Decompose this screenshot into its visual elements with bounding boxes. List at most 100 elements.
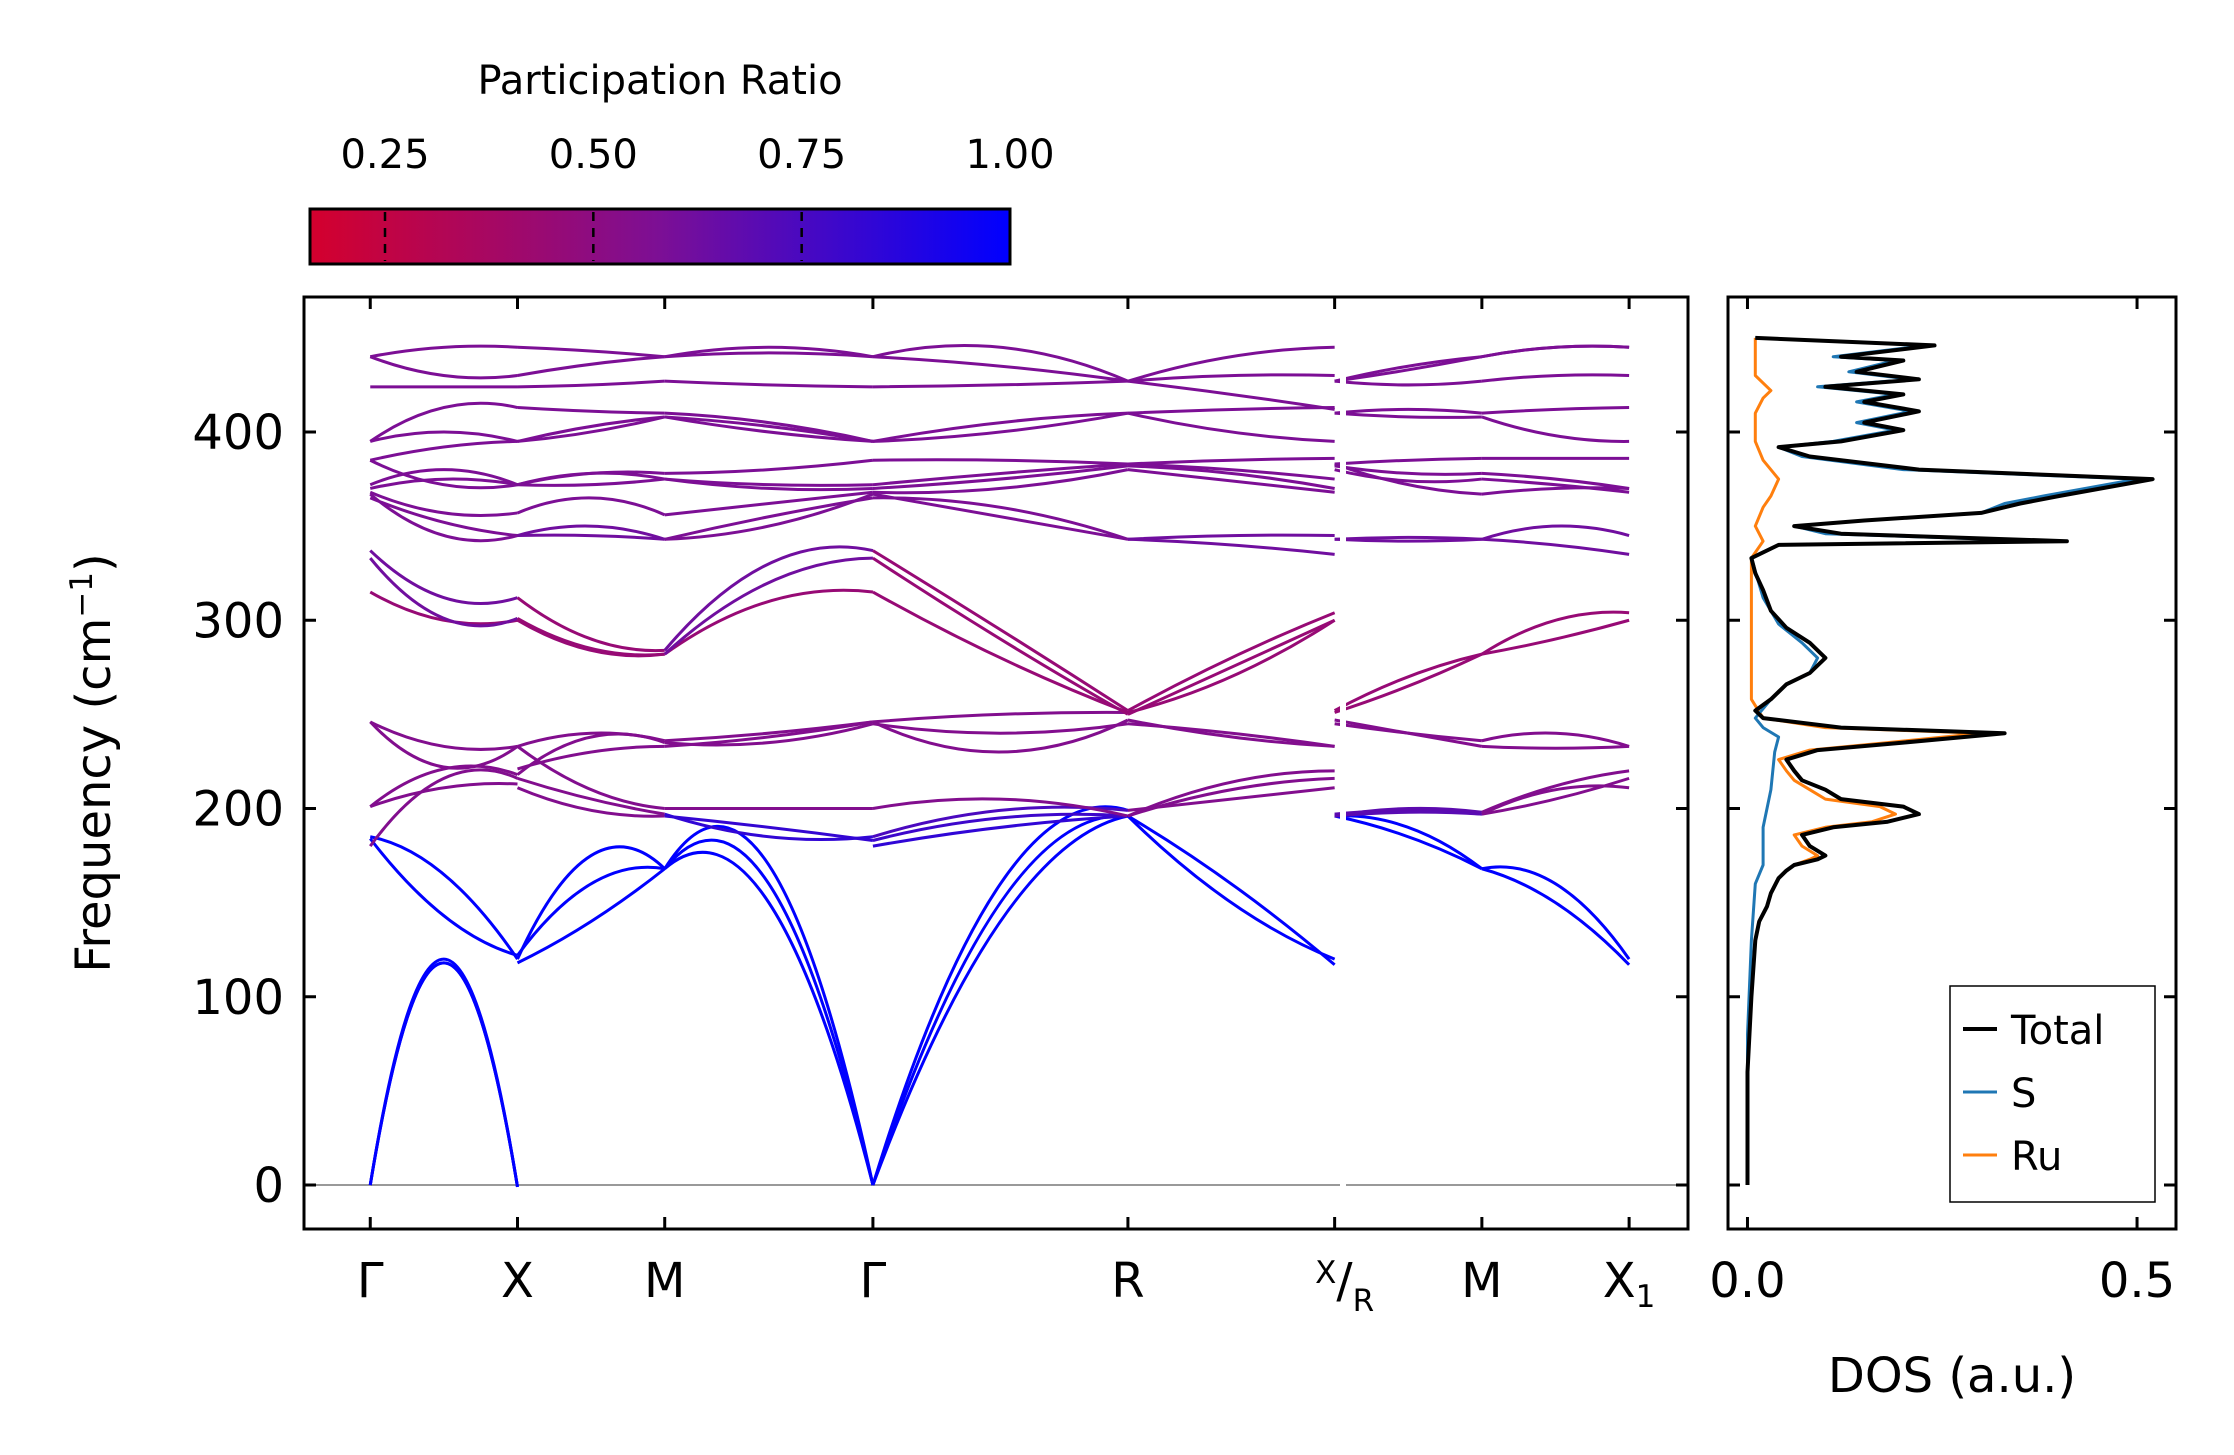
- phonon-branch: [872, 710, 1128, 724]
- phonon-branch: [369, 549, 518, 605]
- colorbar-tick-label: 0.25: [340, 132, 429, 178]
- phonon-branch: [872, 590, 1129, 714]
- phonon-branch: [369, 468, 519, 487]
- y-tick-label: 400: [192, 405, 284, 461]
- phonon-branch: [1481, 406, 1630, 415]
- phonon-branch: [517, 345, 665, 359]
- phonon-branch: [1481, 471, 1630, 490]
- phonon-branch: [663, 556, 873, 656]
- phonon-branch: [663, 850, 875, 1186]
- phonon-branch: [369, 764, 519, 808]
- phonon-branch: [1481, 537, 1630, 556]
- phonon-branch: [872, 549, 1129, 712]
- phonon-branch: [1481, 610, 1630, 656]
- phonon-branch: [872, 464, 1129, 490]
- phonon-branch: [1127, 456, 1335, 466]
- phonon-branch: [369, 782, 518, 809]
- phonon-branch: [369, 720, 518, 751]
- phonon-branch: [664, 458, 874, 475]
- phonon-branch: [1127, 537, 1335, 556]
- colorbar-gradient: [308, 207, 1012, 266]
- phonon-branch: [1334, 379, 1483, 387]
- phonon-branch: [369, 458, 518, 490]
- phonon-branch: [1481, 344, 1630, 359]
- phonon-branch: [1334, 535, 1482, 541]
- phonon-branch: [369, 496, 518, 538]
- phonon-branch: [664, 477, 873, 487]
- dos-x-axis-label: DOS (a.u.): [1828, 1348, 2076, 1404]
- y-tick-label: 200: [192, 782, 284, 838]
- phonon-branch: [1334, 814, 1483, 871]
- x-tick-label: X: [501, 1253, 534, 1309]
- phonon-branch: [664, 415, 874, 443]
- phonon-branch: [872, 718, 1129, 754]
- phonon-branch: [1127, 776, 1335, 818]
- y-tick-label: 0: [253, 1158, 284, 1214]
- phonon-branch: [1333, 652, 1483, 712]
- phonon-branch: [369, 490, 518, 518]
- phonon-branch: [1127, 769, 1335, 818]
- phonon-branch: [872, 411, 1129, 443]
- phonon-branch: [1127, 406, 1335, 415]
- phonon-branch: [1481, 477, 1630, 494]
- phonon-branch: [1334, 456, 1482, 466]
- phonon-branch: [664, 812, 874, 842]
- phonon-branch: [1481, 776, 1630, 816]
- legend-label-s: S: [2011, 1071, 2036, 1117]
- legend-label-ru: Ru: [2011, 1134, 2062, 1180]
- phonon-branch: [1127, 464, 1335, 490]
- phonon-branch: [871, 814, 1129, 1186]
- dos-x-tick-label: 0.5: [2099, 1253, 2175, 1309]
- phonon-branch: [1127, 718, 1335, 748]
- phonon-branch: [516, 786, 665, 818]
- phonon-branch: [1334, 806, 1483, 818]
- phonon-branch: [369, 430, 518, 443]
- phonon-branch: [1127, 814, 1336, 966]
- legend: Total S Ru: [1949, 985, 2156, 1203]
- phonon-branch: [516, 845, 666, 960]
- phonon-branch: [872, 812, 1129, 842]
- phonon-branch: [663, 838, 875, 1186]
- phonon-branch: [664, 345, 874, 359]
- phonon-branch: [1127, 611, 1336, 712]
- phonon-branch: [369, 355, 518, 380]
- phonon-branch: [516, 496, 666, 517]
- phonon-branch: [369, 439, 518, 462]
- phonon-branch: [1334, 411, 1482, 419]
- phonon-branch: [369, 837, 518, 957]
- phonon-branch: [1334, 468, 1483, 484]
- phonon-branch: [664, 379, 873, 389]
- phonon-branch: [517, 415, 666, 443]
- phonon-branch: [369, 835, 519, 960]
- phonon-branch: [1481, 731, 1630, 748]
- dos-curves: [1745, 335, 2155, 1185]
- phonon-branch: [369, 477, 518, 490]
- phonon-branch: [1127, 379, 1335, 411]
- phonon-bands: [368, 344, 1631, 1188]
- phonon-branch: [664, 814, 874, 842]
- phonon-branch: [369, 768, 519, 848]
- phonon-branch: [517, 776, 665, 816]
- phonon-branch: [517, 731, 666, 748]
- phonon-branch: [368, 961, 519, 1188]
- phonon-branch: [872, 355, 1129, 383]
- phonon-branch: [1127, 618, 1336, 714]
- phonon-branch: [369, 492, 518, 543]
- phonon-branch: [1334, 652, 1483, 714]
- phonon-branch: [517, 524, 666, 541]
- phonon-branch: [872, 462, 1129, 487]
- phonon-branch: [871, 805, 1129, 1186]
- phonon-branch: [1481, 867, 1631, 966]
- colorbar-tick-label: 1.00: [965, 132, 1054, 178]
- phonon-branch: [1334, 537, 1482, 543]
- phonon-branch: [517, 415, 665, 443]
- phonon-branch: [1481, 769, 1630, 814]
- phonon-branch: [1481, 744, 1630, 750]
- phonon-branch: [872, 468, 1129, 495]
- phonon-branch: [516, 745, 665, 810]
- phonon-branch: [517, 379, 665, 389]
- colorbar-tick-label: 0.50: [549, 132, 638, 178]
- phonon-branch: [872, 379, 1128, 389]
- phonon-branch: [1334, 355, 1483, 383]
